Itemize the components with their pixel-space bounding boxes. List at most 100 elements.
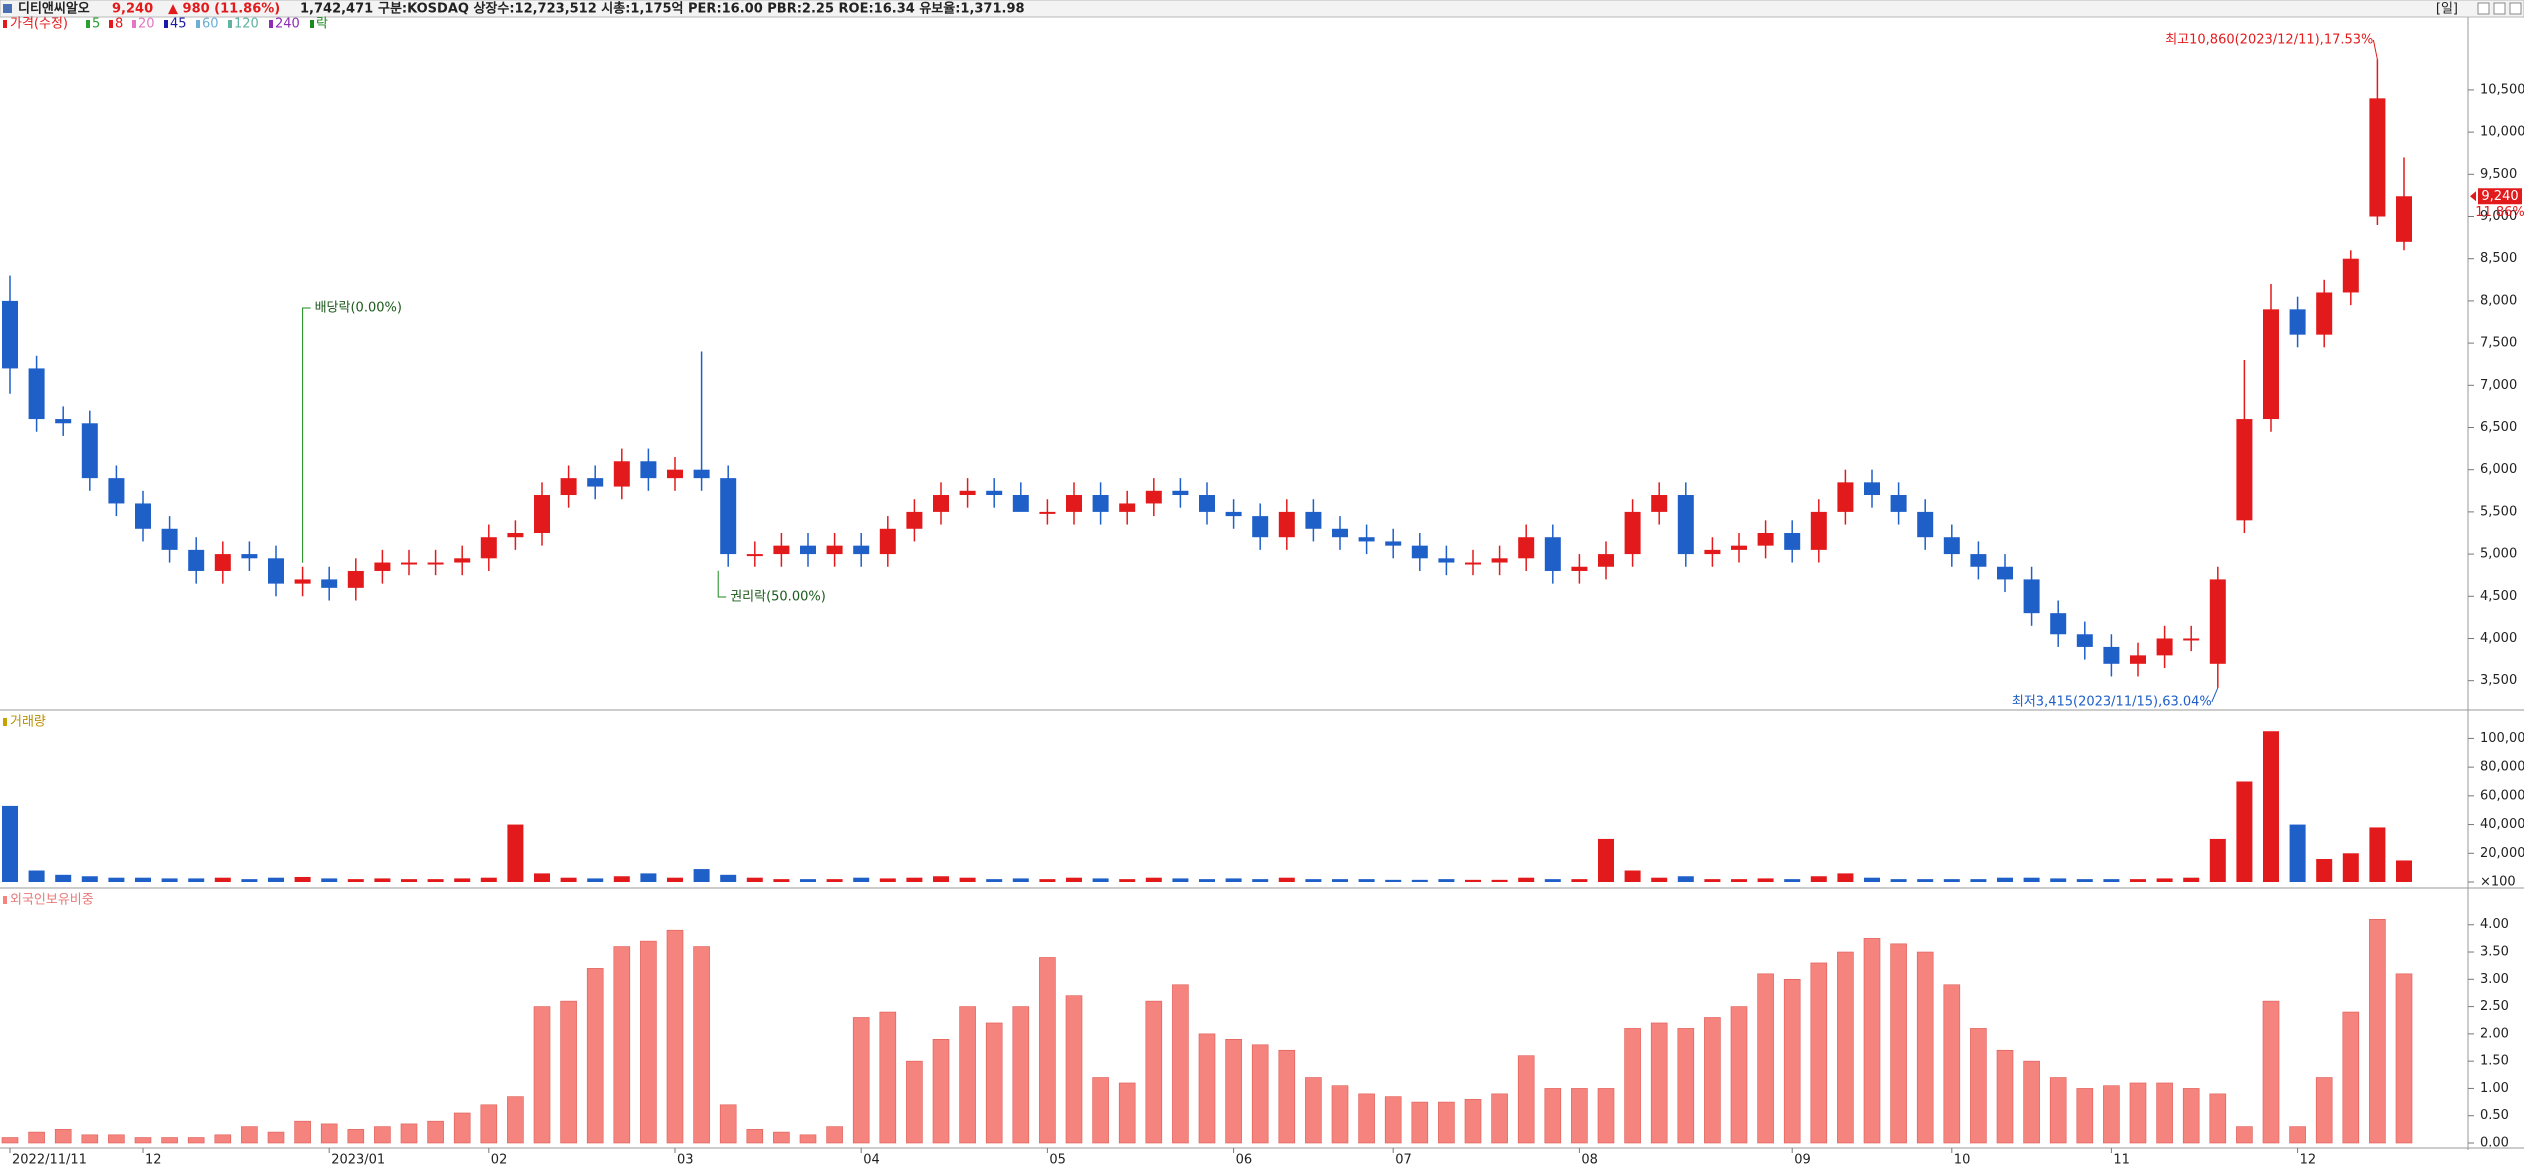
candle-body (1757, 532, 1774, 546)
candle-body (1332, 528, 1348, 538)
bar (241, 879, 258, 882)
bar (81, 1134, 99, 1144)
candle-body (2076, 634, 2093, 647)
legend-label: 락 (316, 17, 328, 32)
candle-body (587, 478, 604, 487)
bar (1066, 877, 1082, 882)
candle-body (1411, 545, 1428, 559)
bar (2050, 878, 2067, 882)
bar (1624, 870, 1641, 882)
y-tick-label: 1.50 (2480, 1054, 2509, 1069)
y-tick-label: ×100 (2480, 875, 2516, 890)
bar (826, 879, 843, 882)
bar (1225, 878, 1242, 882)
bar (959, 877, 976, 882)
candle-body (454, 558, 471, 563)
bar (214, 877, 231, 882)
bar (720, 874, 737, 882)
bar (1118, 1082, 1136, 1144)
bar (773, 1131, 790, 1144)
x-tick-label: 09 (1794, 1153, 1811, 1168)
candle-body (2342, 258, 2359, 293)
bar (2023, 1060, 2040, 1144)
bar (267, 1131, 285, 1144)
candle-body (108, 478, 125, 504)
bar (135, 877, 151, 882)
bar (1012, 1006, 1030, 1144)
min-annotation: 최저3,415(2023/11/15),63.04% (2012, 695, 2212, 710)
bar (1199, 879, 1215, 882)
x-tick-label: 2023/01 (331, 1153, 385, 1168)
bar (534, 873, 550, 882)
bar (1039, 879, 1056, 882)
bar (187, 1137, 205, 1144)
x-tick-label: 06 (1236, 1153, 1253, 1168)
window-button[interactable] (2493, 2, 2506, 15)
y-tick-label: 40,000 (2480, 817, 2524, 832)
window-button[interactable] (2509, 2, 2522, 15)
y-tick-label: 7,500 (2480, 336, 2517, 351)
bar (28, 870, 45, 882)
bar (1677, 1028, 1695, 1144)
bar (693, 869, 710, 882)
bar (1943, 984, 1961, 1144)
candle-body (2130, 655, 2146, 664)
bar (400, 1123, 418, 1144)
bar (1704, 1017, 1721, 1144)
bar (214, 1134, 232, 1144)
candle-body (1438, 558, 1455, 563)
candle-body (1943, 537, 1960, 555)
x-tick-label: 12 (145, 1153, 162, 1168)
period[interactable]: [일] (2436, 2, 2458, 17)
bar (800, 879, 816, 882)
bar (454, 878, 471, 882)
bar (1598, 838, 1614, 882)
candle-body (135, 503, 151, 529)
bar (1704, 879, 1721, 882)
candle-body (693, 469, 710, 479)
candle-body (1039, 511, 1056, 514)
bar (2395, 973, 2413, 1144)
title-marker (3, 718, 7, 726)
candle-body (480, 537, 497, 559)
bar (1172, 984, 1189, 1144)
bar (1332, 879, 1348, 882)
panel-title: 거래량 (10, 715, 46, 730)
y-tick-label: 0.00 (2480, 1136, 2509, 1151)
legend-swatch (269, 20, 273, 28)
legend-swatch (109, 20, 113, 28)
bar (1837, 951, 1854, 1144)
current-price-box (2478, 188, 2522, 205)
bar (693, 946, 710, 1144)
bar (55, 874, 72, 882)
bar (1384, 1096, 1402, 1144)
bar (1571, 1088, 1588, 1144)
window-button[interactable] (2477, 2, 2490, 15)
y-tick-label: 1.00 (2480, 1081, 2509, 1096)
bar (2, 805, 18, 882)
volume: 1,742,471 (300, 2, 373, 17)
bar (1145, 1000, 1163, 1144)
bar (2023, 877, 2040, 882)
candle-body (879, 528, 896, 555)
bar (1863, 938, 1881, 1144)
bar (826, 1126, 843, 1144)
bar (1278, 1049, 1296, 1144)
max-annotation: 최고10,860(2023/12/11),17.53% (2165, 33, 2373, 48)
bar (1331, 1085, 1349, 1144)
bar (2262, 1000, 2280, 1144)
bar (1092, 1077, 1109, 1144)
bar (746, 877, 763, 882)
bar (533, 1006, 551, 1144)
bar (1, 1137, 19, 1144)
bar (1225, 1039, 1242, 1144)
y-tick-label: 10,000 (2480, 125, 2524, 140)
y-tick-label: 4.00 (2480, 917, 2509, 932)
bar (1757, 878, 1774, 882)
candle-body (2316, 292, 2333, 335)
bar (480, 877, 497, 882)
bar (2369, 918, 2386, 1144)
y-tick-label: 7,000 (2480, 378, 2517, 393)
legend-label: 120 (234, 17, 259, 32)
candle-body (2050, 613, 2067, 635)
